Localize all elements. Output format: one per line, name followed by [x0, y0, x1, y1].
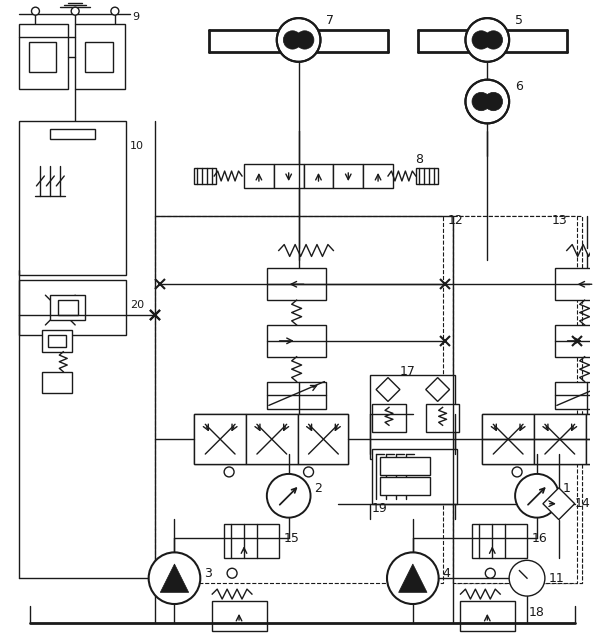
Circle shape [472, 92, 490, 111]
Circle shape [509, 561, 545, 596]
Circle shape [472, 31, 490, 49]
Circle shape [224, 467, 234, 477]
Polygon shape [398, 564, 427, 593]
Bar [224, 524, 279, 558]
Text: 7: 7 [326, 13, 334, 27]
Bar [304, 164, 333, 188]
Circle shape [295, 31, 314, 49]
Bar [452, 216, 576, 583]
Circle shape [111, 7, 119, 15]
Bar [267, 325, 326, 356]
Circle shape [149, 552, 200, 604]
Bar [267, 381, 326, 410]
Circle shape [277, 18, 320, 62]
Text: 3: 3 [204, 567, 212, 580]
Text: 20: 20 [130, 300, 144, 310]
Text: 19: 19 [372, 502, 388, 515]
Circle shape [31, 7, 39, 15]
Bar [246, 414, 298, 464]
Bar [244, 164, 274, 188]
Polygon shape [543, 488, 575, 520]
Bar [43, 372, 72, 394]
Text: 13: 13 [552, 214, 568, 227]
Bar [85, 42, 113, 72]
Bar [18, 24, 68, 88]
Text: 18: 18 [529, 607, 545, 620]
Bar [28, 42, 56, 72]
Text: 2: 2 [314, 483, 323, 495]
Bar [416, 168, 438, 184]
Text: 12: 12 [448, 214, 463, 227]
Text: 16: 16 [532, 532, 548, 545]
Bar [50, 295, 85, 320]
Bar [555, 381, 593, 410]
Circle shape [466, 18, 509, 62]
Circle shape [267, 474, 311, 518]
Polygon shape [160, 564, 189, 593]
Bar [473, 524, 527, 558]
Polygon shape [376, 378, 400, 401]
Bar [372, 404, 406, 432]
Circle shape [484, 92, 503, 111]
Bar [555, 325, 593, 356]
Circle shape [283, 31, 302, 49]
Bar [482, 414, 593, 464]
Circle shape [304, 467, 314, 477]
Bar [363, 164, 393, 188]
Bar [195, 168, 216, 184]
Text: 8: 8 [415, 152, 423, 166]
Bar [18, 122, 126, 275]
Text: 17: 17 [400, 365, 416, 378]
Text: 6: 6 [515, 80, 523, 93]
Polygon shape [426, 378, 449, 401]
Circle shape [387, 552, 439, 604]
Text: 10: 10 [130, 141, 144, 151]
Bar [195, 414, 348, 464]
Bar [195, 414, 246, 464]
Bar [58, 300, 78, 315]
Circle shape [512, 467, 522, 477]
Bar [380, 457, 430, 475]
Text: 14: 14 [575, 497, 591, 510]
Circle shape [466, 79, 509, 124]
Text: 11: 11 [549, 572, 565, 585]
Bar [50, 129, 95, 140]
Bar [426, 404, 460, 432]
Bar [452, 216, 582, 583]
Text: 5: 5 [515, 13, 523, 27]
Bar [18, 280, 126, 335]
Bar [43, 330, 72, 352]
Circle shape [592, 467, 593, 477]
Bar [298, 414, 348, 464]
Bar [586, 414, 593, 464]
Text: 4: 4 [442, 567, 451, 580]
Bar [75, 24, 125, 88]
Text: 15: 15 [283, 532, 299, 545]
Bar [372, 449, 457, 504]
Bar [555, 268, 593, 300]
Bar [267, 268, 326, 300]
Circle shape [484, 31, 503, 49]
Text: 1: 1 [563, 483, 570, 495]
Bar [274, 164, 304, 188]
Bar [155, 216, 442, 583]
Bar [461, 601, 515, 631]
Bar [534, 414, 586, 464]
Bar [380, 477, 430, 495]
Bar [452, 216, 582, 583]
Bar [212, 601, 267, 631]
Text: 9: 9 [132, 12, 139, 22]
Circle shape [71, 7, 79, 15]
Circle shape [227, 568, 237, 578]
Bar [49, 335, 66, 347]
Bar [370, 374, 454, 459]
Circle shape [515, 474, 559, 518]
Bar [482, 414, 534, 464]
Circle shape [485, 568, 495, 578]
Bar [333, 164, 363, 188]
